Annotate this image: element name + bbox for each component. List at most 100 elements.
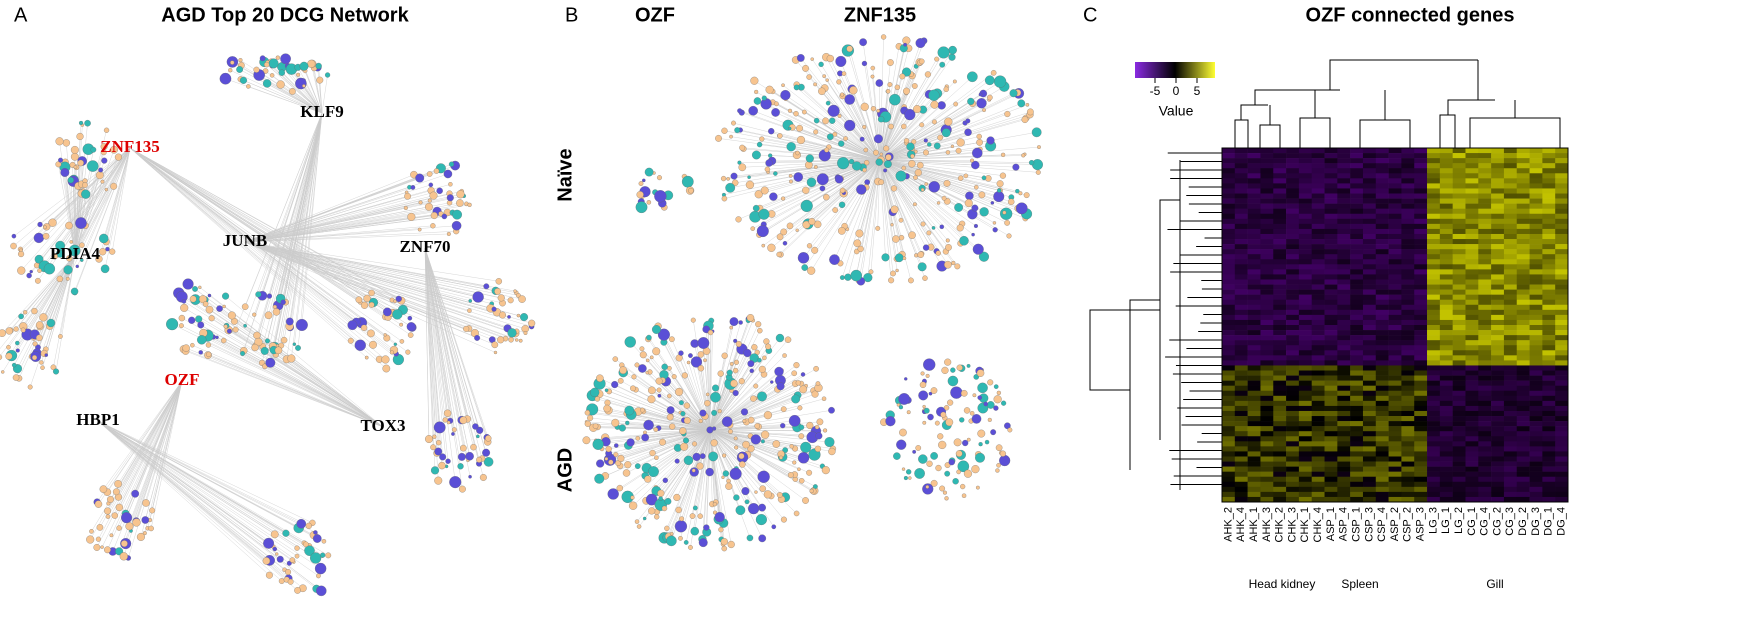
heatmap-cell [1452,380,1466,386]
heatmap-cell [1516,375,1530,381]
node [787,126,792,131]
node [802,65,809,72]
heatmap-cell [1542,208,1556,215]
heatmap-cell [1324,441,1338,447]
heatmap-cell [1247,390,1261,397]
heatmap-cell [1414,416,1428,422]
heatmap-cell [1503,360,1518,366]
heatmap-cell [1439,233,1453,240]
heatmap-cell [1286,446,1300,452]
node [883,168,888,173]
heatmap-cell [1260,188,1274,194]
column-label: CHK_4 [1312,507,1324,542]
heatmap-cell [1286,183,1300,189]
heatmap-cell [1452,335,1466,341]
heatmap-cell [1414,193,1428,199]
heatmap-cell [1375,289,1389,295]
edge [243,80,323,114]
heatmap-cell [1427,476,1441,483]
node [667,393,672,399]
edge [879,159,898,271]
heatmap-cell [1491,405,1505,412]
heatmap-cell [1388,325,1402,331]
node [253,331,261,340]
node [470,443,477,451]
heatmap-cell [1516,385,1530,392]
node [923,138,928,143]
heatmap-cell [1503,259,1518,265]
node [648,386,656,395]
node [109,248,116,255]
heatmap-cell [1401,158,1415,164]
heatmap-cell [1311,370,1325,376]
node [800,372,806,377]
heatmap-cell [1362,259,1377,265]
heatmap-cell [1388,173,1402,179]
node [704,400,711,407]
heatmap-cell [1491,274,1505,280]
heatmap-cell [1324,193,1338,199]
node [875,79,884,87]
node [142,499,150,507]
heatmap-cell [1362,213,1377,220]
node [382,307,392,317]
node [720,538,728,546]
heatmap-cell [1222,466,1236,472]
heatmap-cell [1465,249,1479,255]
node [44,353,49,357]
heatmap-cell [1516,319,1530,326]
heatmap-cell [1350,370,1364,376]
node [82,182,88,188]
node [793,362,800,369]
heatmap-cell [1516,163,1530,169]
node [70,145,79,154]
column-label: LG_3 [1427,507,1439,534]
edge [185,350,384,428]
heatmap-cell [1529,269,1543,275]
edge [101,380,183,548]
edge [129,147,393,313]
heatmap-cell [1478,491,1492,498]
heatmap-cell [1311,476,1325,483]
heatmap-cell [1529,340,1543,346]
heatmap-cell [1286,410,1300,417]
node [952,79,957,84]
heatmap-cell [1298,491,1313,498]
node [295,345,301,351]
edge [13,254,76,366]
edge [872,68,881,161]
edge [879,159,961,244]
heatmap-cell [1388,239,1402,245]
node [688,545,693,550]
node [99,485,108,493]
edge [136,380,183,523]
heatmap-cell [1337,213,1351,220]
heatmap-cell [1311,436,1325,442]
heatmap-cell [1516,491,1530,498]
heatmap-cell [1414,365,1428,371]
node [587,414,594,422]
node [922,483,934,495]
node [425,435,433,443]
node [832,207,838,213]
node [798,424,805,430]
heatmap-cell [1311,193,1325,199]
heatmap-cell [1414,380,1428,386]
node [966,363,971,368]
node [750,434,761,445]
heatmap-cell [1362,355,1377,361]
heatmap-cell [1478,436,1492,442]
heatmap-cell [1439,431,1453,437]
node [636,191,644,199]
heatmap-cell [1298,405,1313,412]
heatmap-cell [1516,239,1530,245]
heatmap-cell [1542,365,1556,371]
node [726,177,730,181]
node [399,339,405,344]
node [642,516,647,521]
node [392,309,403,320]
heatmap-cell [1439,330,1453,336]
node [635,201,648,214]
heatmap-cell [1452,481,1466,488]
node [624,405,635,416]
